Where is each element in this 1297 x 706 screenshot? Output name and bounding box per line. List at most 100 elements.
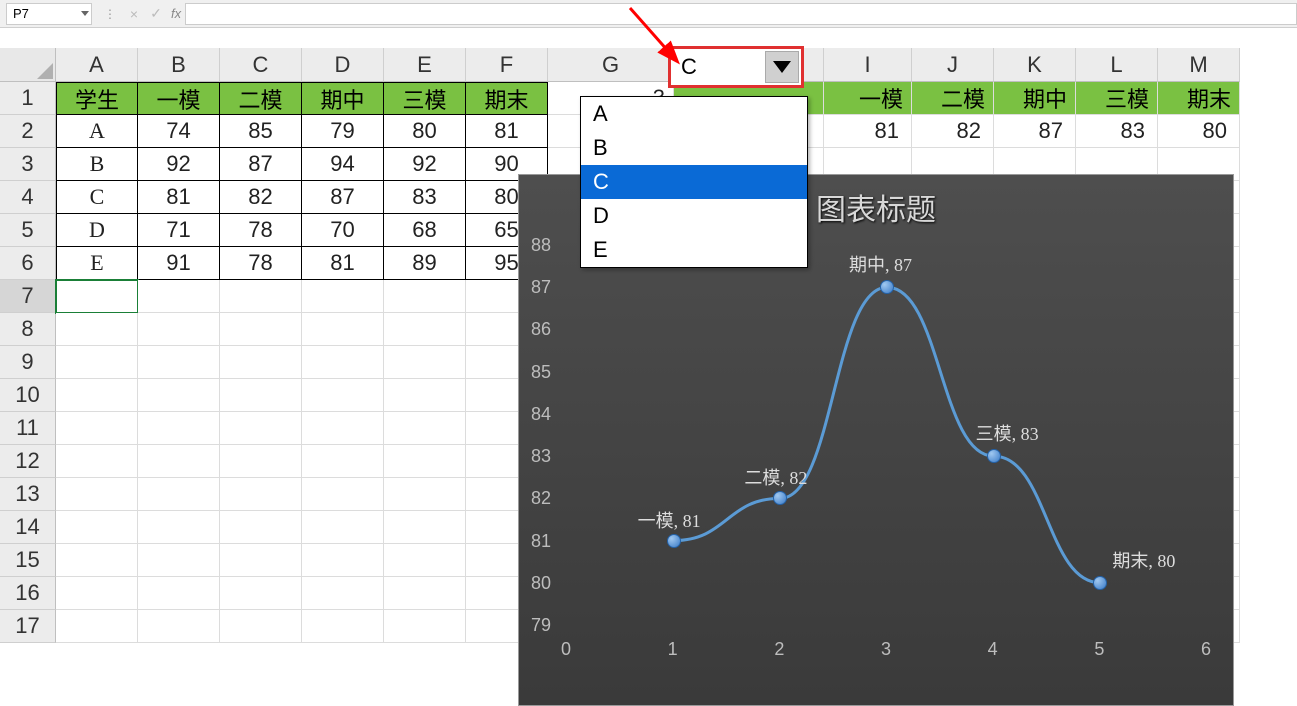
cell-B14[interactable] xyxy=(138,511,220,544)
dropdown-option-C[interactable]: C xyxy=(581,165,807,199)
cell-A4[interactable]: C xyxy=(56,181,138,214)
column-header-J[interactable]: J xyxy=(912,48,994,82)
row-header-6[interactable]: 6 xyxy=(0,247,56,280)
fx-label[interactable]: fx xyxy=(167,6,181,21)
cell-A5[interactable]: D xyxy=(56,214,138,247)
cell-D5[interactable]: 70 xyxy=(302,214,384,247)
row-header-12[interactable]: 12 xyxy=(0,445,56,478)
cell-J1[interactable]: 二模 xyxy=(912,82,994,115)
name-box-dropdown-icon[interactable] xyxy=(81,11,89,16)
formula-input[interactable] xyxy=(185,3,1297,25)
cell-L1[interactable]: 三模 xyxy=(1076,82,1158,115)
row-header-10[interactable]: 10 xyxy=(0,379,56,412)
cell-B3[interactable]: 92 xyxy=(138,148,220,181)
cell-E1[interactable]: 三模 xyxy=(384,82,466,115)
column-header-L[interactable]: L xyxy=(1076,48,1158,82)
cell-B15[interactable] xyxy=(138,544,220,577)
cell-C8[interactable] xyxy=(220,313,302,346)
cell-E17[interactable] xyxy=(384,610,466,643)
column-header-M[interactable]: M xyxy=(1158,48,1240,82)
cell-A13[interactable] xyxy=(56,478,138,511)
cell-C17[interactable] xyxy=(220,610,302,643)
column-header-C[interactable]: C xyxy=(220,48,302,82)
cell-B10[interactable] xyxy=(138,379,220,412)
cell-F1[interactable]: 期末 xyxy=(466,82,548,115)
column-header-I[interactable]: I xyxy=(824,48,912,82)
cell-D11[interactable] xyxy=(302,412,384,445)
column-header-F[interactable]: F xyxy=(466,48,548,82)
cell-D13[interactable] xyxy=(302,478,384,511)
accept-button[interactable]: ✓ xyxy=(145,3,167,25)
cell-A3[interactable]: B xyxy=(56,148,138,181)
cell-M1[interactable]: 期末 xyxy=(1158,82,1240,115)
dropdown-option-B[interactable]: B xyxy=(581,131,807,165)
cell-E7[interactable] xyxy=(384,280,466,313)
cell-C15[interactable] xyxy=(220,544,302,577)
cell-A11[interactable] xyxy=(56,412,138,445)
cell-E3[interactable]: 92 xyxy=(384,148,466,181)
cell-A15[interactable] xyxy=(56,544,138,577)
cell-C7[interactable] xyxy=(220,280,302,313)
cell-C5[interactable]: 78 xyxy=(220,214,302,247)
cell-C12[interactable] xyxy=(220,445,302,478)
cell-J2[interactable]: 82 xyxy=(912,115,994,148)
cell-M2[interactable]: 80 xyxy=(1158,115,1240,148)
cell-C9[interactable] xyxy=(220,346,302,379)
row-header-14[interactable]: 14 xyxy=(0,511,56,544)
column-header-D[interactable]: D xyxy=(302,48,384,82)
cell-C2[interactable]: 85 xyxy=(220,115,302,148)
cell-D4[interactable]: 87 xyxy=(302,181,384,214)
cell-B1[interactable]: 一模 xyxy=(138,82,220,115)
cell-C1[interactable]: 二模 xyxy=(220,82,302,115)
dropdown-option-D[interactable]: D xyxy=(581,199,807,233)
cell-C10[interactable] xyxy=(220,379,302,412)
dropdown-arrow-button[interactable] xyxy=(765,51,799,83)
cell-D7[interactable] xyxy=(302,280,384,313)
cell-E2[interactable]: 80 xyxy=(384,115,466,148)
dropdown-option-A[interactable]: A xyxy=(581,97,807,131)
cell-E11[interactable] xyxy=(384,412,466,445)
select-all-corner[interactable] xyxy=(0,48,56,82)
cell-B13[interactable] xyxy=(138,478,220,511)
column-header-G[interactable]: G xyxy=(548,48,674,82)
cell-B11[interactable] xyxy=(138,412,220,445)
cell-B2[interactable]: 74 xyxy=(138,115,220,148)
cell-A1[interactable]: 学生 xyxy=(56,82,138,115)
cell-A2[interactable]: A xyxy=(56,115,138,148)
row-header-2[interactable]: 2 xyxy=(0,115,56,148)
cell-A9[interactable] xyxy=(56,346,138,379)
cell-D6[interactable]: 81 xyxy=(302,247,384,280)
row-header-4[interactable]: 4 xyxy=(0,181,56,214)
student-dropdown[interactable]: C xyxy=(668,46,804,88)
cell-E5[interactable]: 68 xyxy=(384,214,466,247)
cell-B16[interactable] xyxy=(138,577,220,610)
cell-E6[interactable]: 89 xyxy=(384,247,466,280)
cell-B6[interactable]: 91 xyxy=(138,247,220,280)
cell-D14[interactable] xyxy=(302,511,384,544)
cell-A14[interactable] xyxy=(56,511,138,544)
cell-E12[interactable] xyxy=(384,445,466,478)
cell-D3[interactable]: 94 xyxy=(302,148,384,181)
name-box[interactable]: P7 xyxy=(6,3,92,25)
cell-D15[interactable] xyxy=(302,544,384,577)
cell-I2[interactable]: 81 xyxy=(824,115,912,148)
cancel-button[interactable]: × xyxy=(123,3,145,25)
cell-K2[interactable]: 87 xyxy=(994,115,1076,148)
row-header-5[interactable]: 5 xyxy=(0,214,56,247)
row-header-15[interactable]: 15 xyxy=(0,544,56,577)
dropdown-option-E[interactable]: E xyxy=(581,233,807,267)
cell-E4[interactable]: 83 xyxy=(384,181,466,214)
cell-E8[interactable] xyxy=(384,313,466,346)
cell-A16[interactable] xyxy=(56,577,138,610)
cell-C13[interactable] xyxy=(220,478,302,511)
cell-E9[interactable] xyxy=(384,346,466,379)
cell-B8[interactable] xyxy=(138,313,220,346)
column-header-E[interactable]: E xyxy=(384,48,466,82)
cell-B4[interactable]: 81 xyxy=(138,181,220,214)
row-header-8[interactable]: 8 xyxy=(0,313,56,346)
cell-L2[interactable]: 83 xyxy=(1076,115,1158,148)
cell-C14[interactable] xyxy=(220,511,302,544)
cell-C16[interactable] xyxy=(220,577,302,610)
cell-A6[interactable]: E xyxy=(56,247,138,280)
column-header-A[interactable]: A xyxy=(56,48,138,82)
